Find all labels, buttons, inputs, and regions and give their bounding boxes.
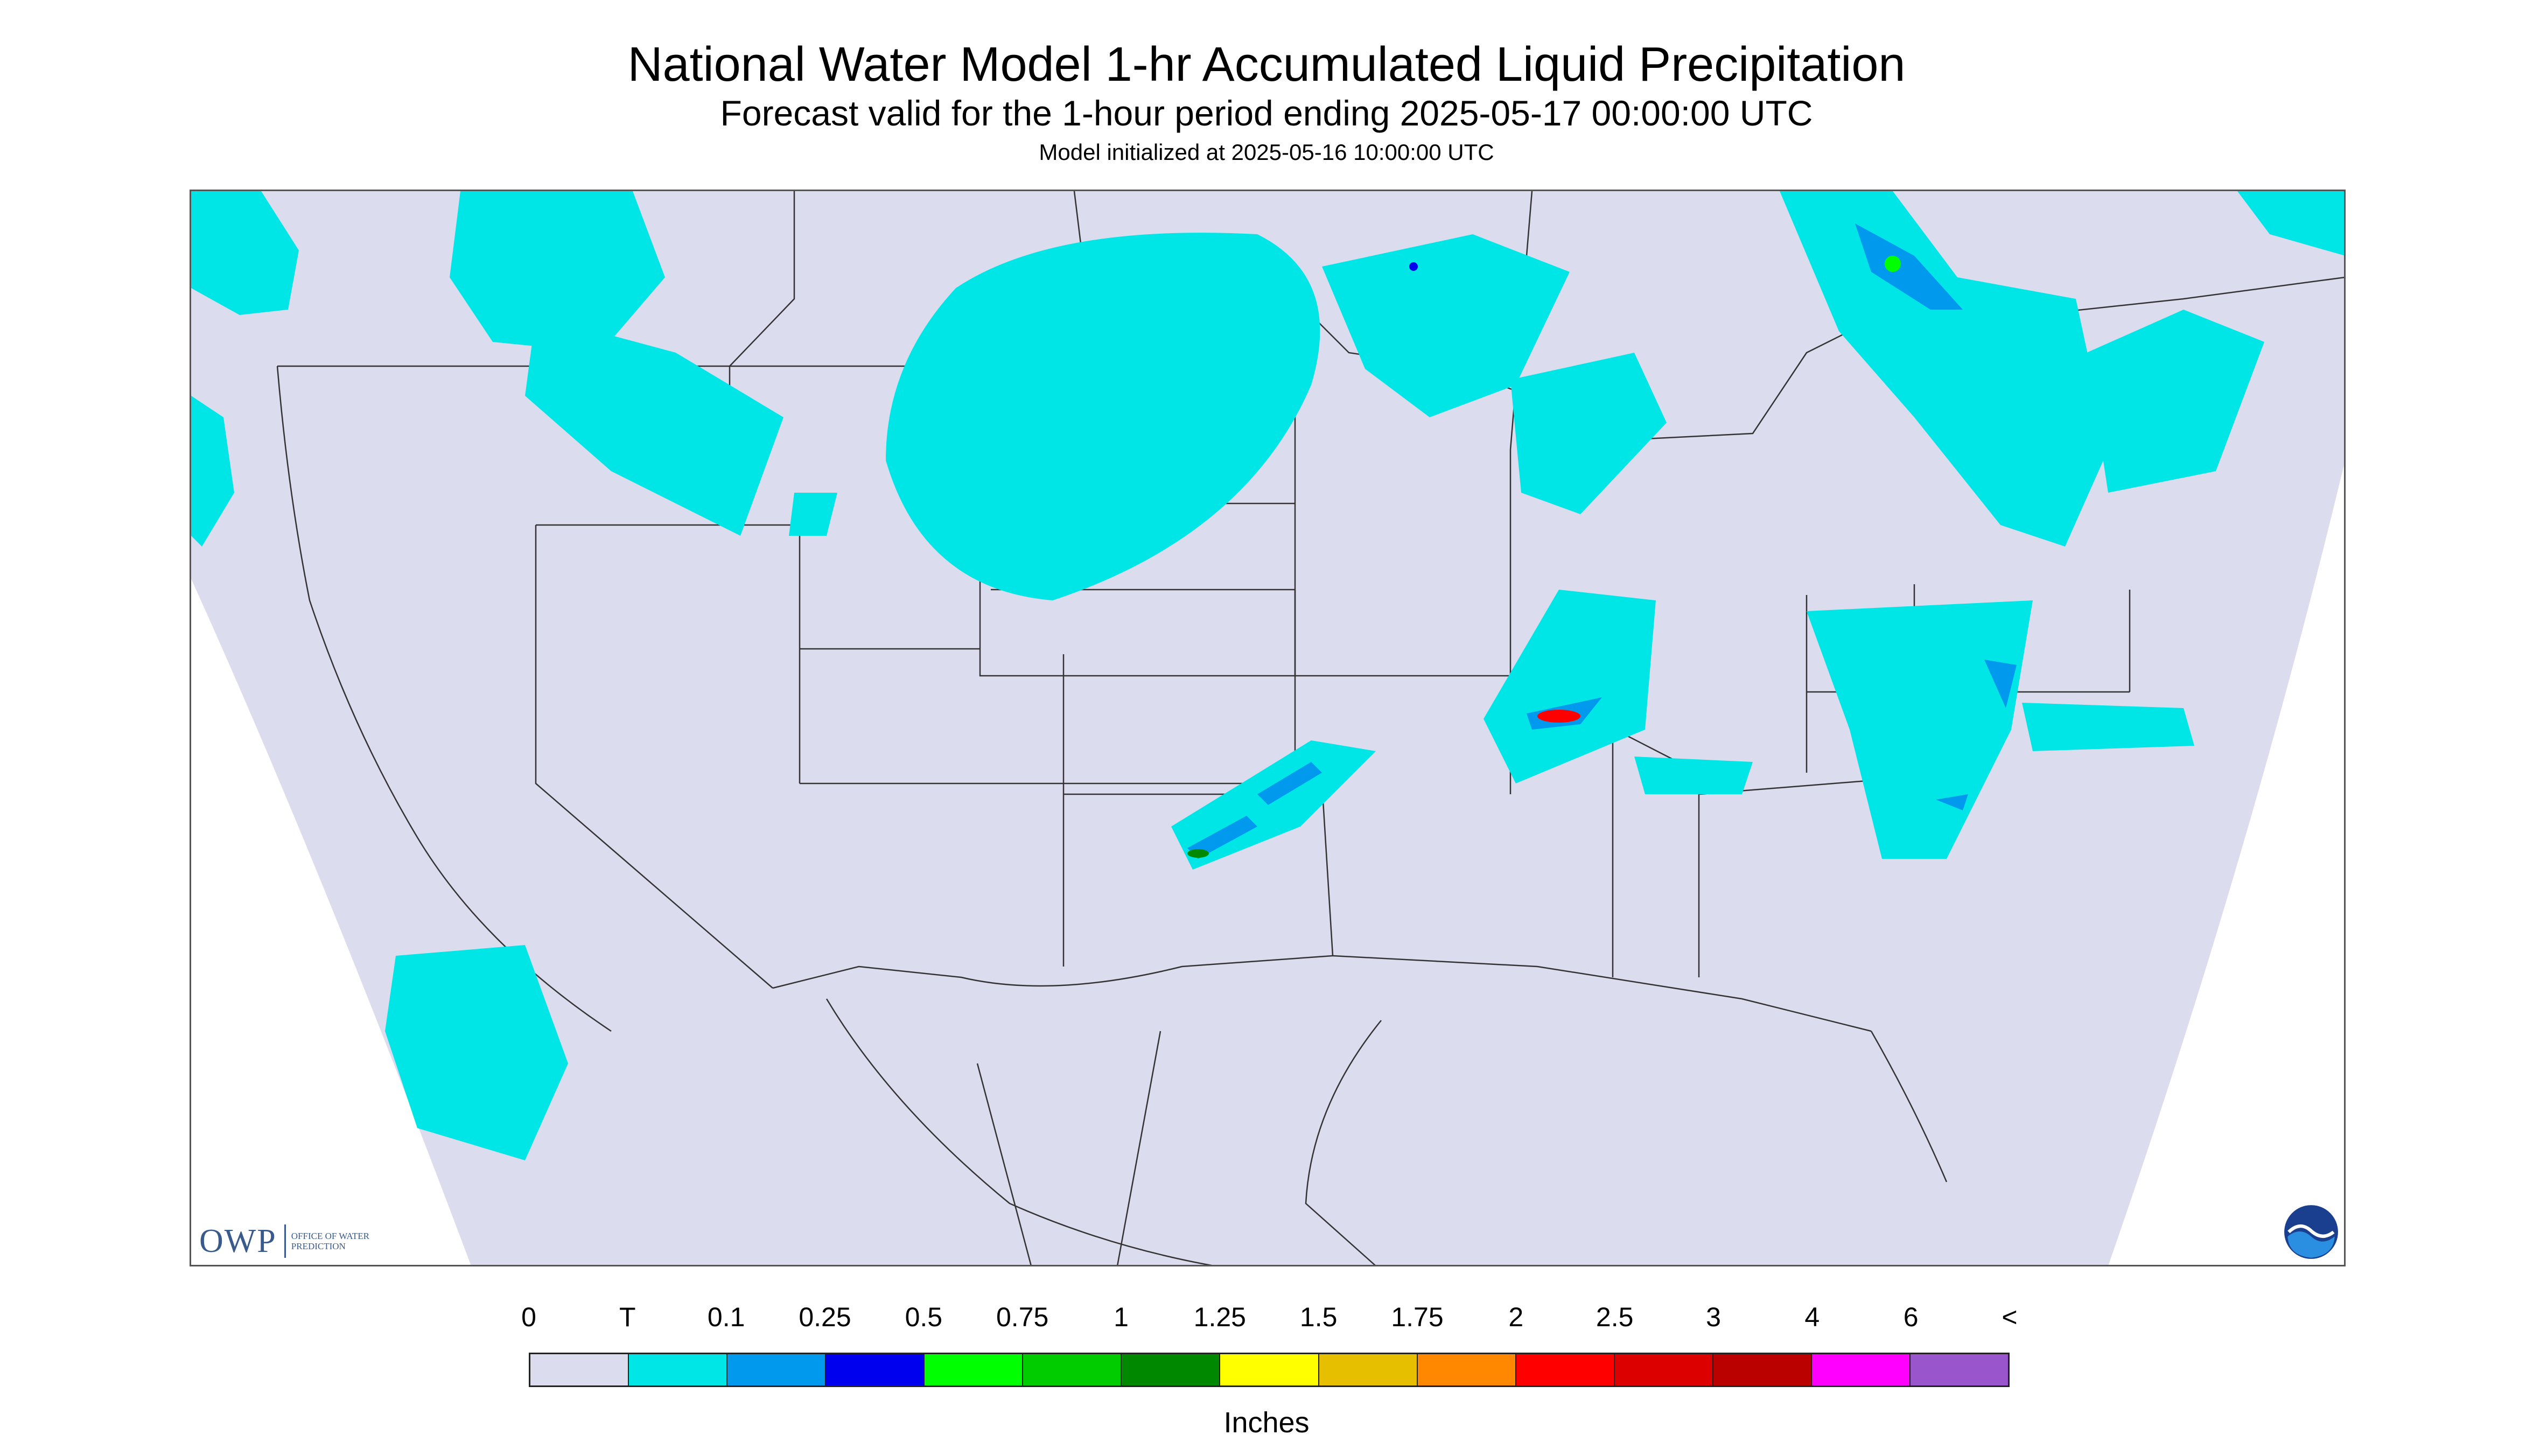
legend-tick-label: 3 bbox=[1706, 1302, 1721, 1332]
map-title: National Water Model 1-hr Accumulated Li… bbox=[627, 38, 1906, 92]
legend-bin-5 bbox=[1023, 1354, 1122, 1385]
legend-tick-label: 1.5 bbox=[1299, 1302, 1338, 1332]
legend-tick-label: 1.75 bbox=[1391, 1302, 1444, 1332]
owp-logo-text: OFFICE OF WATER PREDICTION bbox=[291, 1231, 369, 1251]
legend-tick-label: 0.1 bbox=[707, 1302, 745, 1332]
legend-tick-label: 0.5 bbox=[905, 1302, 943, 1332]
legend-units: Inches bbox=[1223, 1406, 1310, 1439]
legend-bin-0 bbox=[530, 1354, 629, 1385]
legend-bin-13 bbox=[1811, 1354, 1911, 1385]
legend-bin-3 bbox=[826, 1354, 925, 1385]
legend-tick-label: 6 bbox=[1903, 1302, 1919, 1332]
legend-bin-4 bbox=[925, 1354, 1024, 1385]
owp-logo-mark: OWP bbox=[199, 1224, 286, 1258]
legend-tick-label: 1.25 bbox=[1193, 1302, 1246, 1332]
legend-tick-label: 1 bbox=[1114, 1302, 1129, 1332]
legend-bin-12 bbox=[1713, 1354, 1812, 1385]
legend-bin-2 bbox=[727, 1354, 827, 1385]
legend-bin-8 bbox=[1319, 1354, 1418, 1385]
owp-logo: OWP OFFICE OF WATER PREDICTION bbox=[199, 1222, 377, 1260]
precip-color-scale bbox=[529, 1353, 2010, 1387]
legend-tick-label: 0.25 bbox=[799, 1302, 851, 1332]
legend-tick-label: T bbox=[619, 1302, 636, 1332]
map-canvas bbox=[191, 191, 2344, 1265]
legend-tick-label: < bbox=[2002, 1302, 2018, 1332]
legend-bin-9 bbox=[1417, 1354, 1516, 1385]
legend-bin-1 bbox=[629, 1354, 728, 1385]
model-init-time: Model initialized at 2025-05-16 10:00:00… bbox=[1039, 139, 1494, 165]
legend-tick-label: 0.75 bbox=[996, 1302, 1049, 1332]
legend-bin-6 bbox=[1122, 1354, 1221, 1385]
legend-tick-label: 4 bbox=[1804, 1302, 1820, 1332]
legend-bin-14 bbox=[1910, 1354, 2008, 1385]
legend-tick-label: 2.5 bbox=[1596, 1302, 1634, 1332]
precip-heavy-spots bbox=[1187, 256, 1901, 858]
precip-trace-areas bbox=[191, 191, 2344, 1160]
legend-tick-label: 0 bbox=[521, 1302, 536, 1332]
legend-bin-11 bbox=[1614, 1354, 1713, 1385]
forecast-valid-subtitle: Forecast valid for the 1-hour period end… bbox=[720, 93, 1813, 133]
legend-bin-10 bbox=[1516, 1354, 1615, 1385]
noaa-logo-icon bbox=[2284, 1205, 2338, 1259]
legend-tick-label: 2 bbox=[1508, 1302, 1524, 1332]
legend-bin-7 bbox=[1220, 1354, 1319, 1385]
precipitation-map[interactable] bbox=[190, 190, 2346, 1266]
